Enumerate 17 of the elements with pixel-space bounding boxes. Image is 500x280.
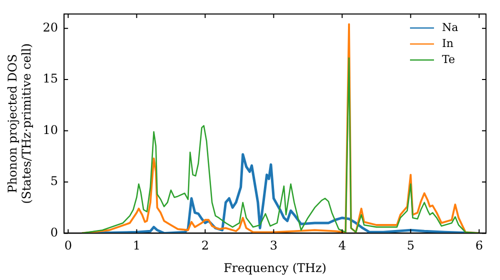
- legend-label: Te: [442, 52, 455, 66]
- x-tick-label: 3: [270, 238, 278, 253]
- x-tick-label: 2: [201, 238, 209, 253]
- x-tick-label: 5: [406, 238, 414, 253]
- legend-label: Na: [442, 20, 459, 34]
- x-axis-title: Frequency (THz): [224, 260, 326, 275]
- x-tick-label: 6: [475, 238, 483, 253]
- x-tick-label: 1: [132, 238, 140, 253]
- y-tick-label: 20: [42, 20, 58, 34]
- y-tick-label: 0: [50, 225, 58, 240]
- y-tick-label: 5: [50, 174, 58, 188]
- x-tick-label: 4: [338, 238, 346, 253]
- legend-label: In: [442, 36, 454, 50]
- y-tick-label: 10: [42, 122, 58, 137]
- y-axis-title: Phonon projected DOS (States/THz·primitive cell): [5, 43, 34, 204]
- y-tick-label: 15: [42, 72, 58, 86]
- x-tick-label: 0: [64, 238, 72, 253]
